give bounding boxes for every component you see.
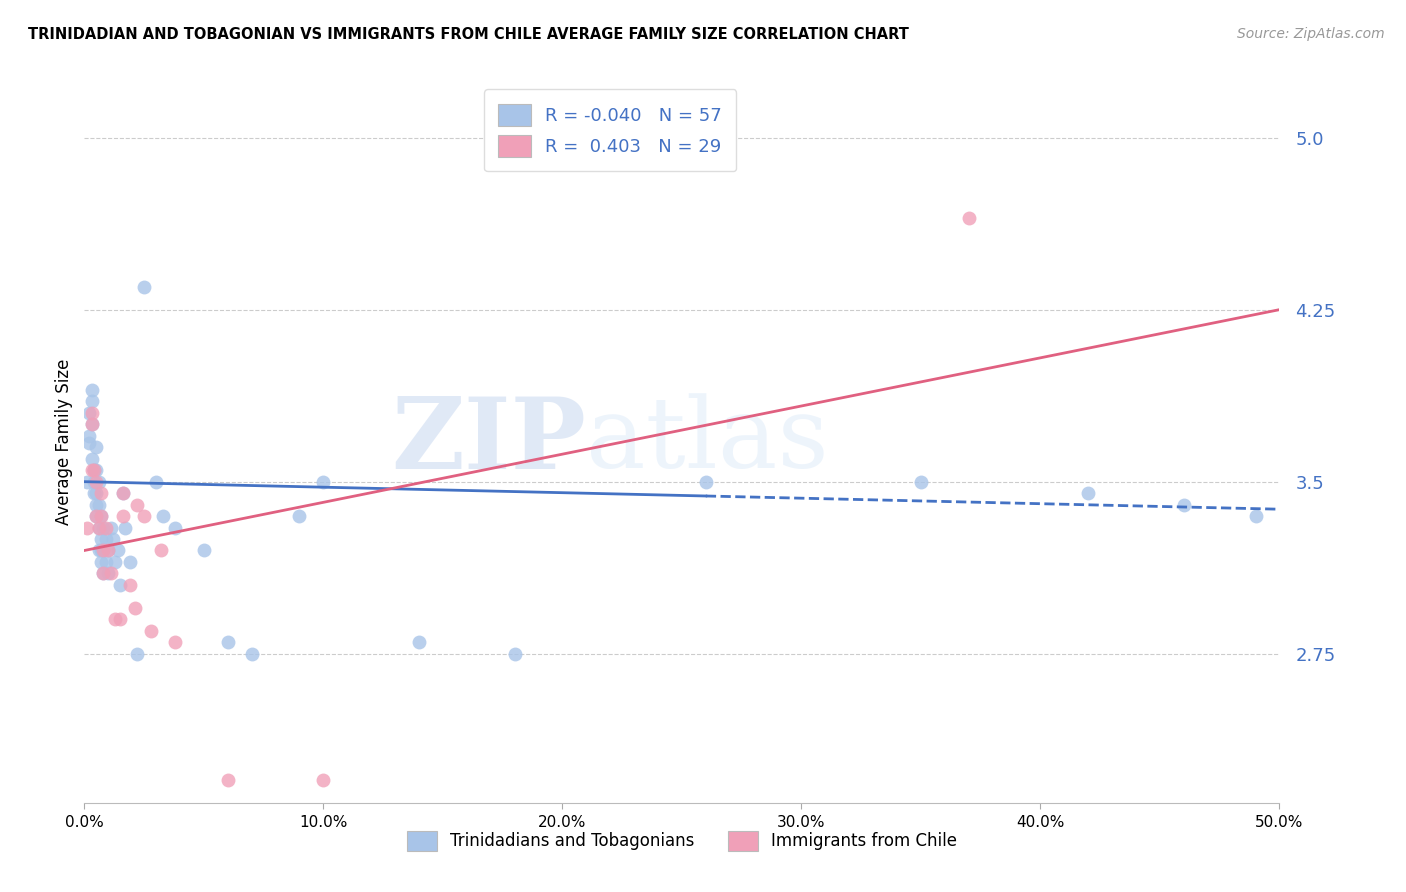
Text: ZIP: ZIP: [391, 393, 586, 490]
Point: [93, 566, 115, 581]
Point: [152, 509, 174, 524]
Text: Source: ZipAtlas.com: Source: ZipAtlas.com: [1237, 27, 1385, 41]
Point: [111, 509, 134, 524]
Point: [80, 383, 103, 397]
Point: [695, 475, 717, 489]
Point: [312, 772, 335, 787]
Point: [83, 475, 105, 489]
Point: [217, 635, 239, 649]
Point: [90, 509, 112, 524]
Point: [77, 435, 100, 450]
Text: atlas: atlas: [586, 393, 830, 490]
Point: [1077, 486, 1099, 500]
Point: [165, 635, 187, 649]
Point: [118, 555, 141, 569]
Point: [408, 635, 430, 649]
Point: [93, 566, 115, 581]
Point: [104, 555, 127, 569]
Point: [76, 475, 98, 489]
Point: [80, 417, 103, 432]
Point: [125, 498, 148, 512]
Point: [97, 566, 120, 581]
Point: [77, 429, 100, 443]
Point: [97, 543, 120, 558]
Point: [312, 475, 335, 489]
Point: [80, 406, 103, 420]
Point: [80, 463, 103, 477]
Point: [86, 463, 108, 477]
Point: [100, 566, 122, 581]
Point: [87, 543, 110, 558]
Point: [141, 624, 163, 638]
Point: [104, 612, 127, 626]
Point: [94, 520, 117, 534]
Point: [165, 520, 187, 534]
Point: [90, 486, 112, 500]
Point: [110, 578, 132, 592]
Point: [132, 279, 156, 293]
Point: [125, 647, 148, 661]
Point: [910, 475, 932, 489]
Point: [217, 772, 239, 787]
Y-axis label: Average Family Size: Average Family Size: [55, 359, 73, 524]
Point: [86, 509, 108, 524]
Point: [118, 578, 141, 592]
Point: [87, 520, 110, 534]
Point: [93, 543, 115, 558]
Point: [111, 486, 134, 500]
Point: [107, 543, 129, 558]
Point: [87, 520, 110, 534]
Text: TRINIDADIAN AND TOBAGONIAN VS IMMIGRANTS FROM CHILE AVERAGE FAMILY SIZE CORRELAT: TRINIDADIAN AND TOBAGONIAN VS IMMIGRANTS…: [28, 27, 910, 42]
Point: [111, 486, 134, 500]
Point: [86, 475, 108, 489]
Point: [193, 543, 215, 558]
Point: [80, 417, 103, 432]
Point: [87, 498, 110, 512]
Point: [93, 520, 115, 534]
Point: [87, 475, 110, 489]
Point: [94, 532, 117, 546]
Point: [124, 600, 146, 615]
Point: [100, 520, 122, 534]
Point: [288, 509, 311, 524]
Point: [86, 498, 108, 512]
Point: [90, 543, 112, 558]
Point: [90, 532, 112, 546]
Point: [1173, 498, 1195, 512]
Point: [97, 543, 120, 558]
Point: [86, 509, 108, 524]
Point: [145, 475, 167, 489]
Point: [80, 394, 103, 409]
Point: [101, 532, 124, 546]
Point: [90, 555, 112, 569]
Point: [86, 486, 108, 500]
Point: [240, 647, 263, 661]
Point: [77, 406, 100, 420]
Point: [86, 440, 108, 454]
Point: [83, 463, 105, 477]
Point: [83, 463, 105, 477]
Legend: Trinidadians and Tobagonians, Immigrants from Chile: Trinidadians and Tobagonians, Immigrants…: [398, 822, 966, 860]
Point: [83, 463, 105, 477]
Point: [957, 211, 980, 225]
Point: [110, 612, 132, 626]
Point: [149, 543, 172, 558]
Point: [80, 451, 103, 466]
Point: [93, 543, 115, 558]
Point: [503, 647, 526, 661]
Point: [90, 509, 112, 524]
Point: [94, 555, 117, 569]
Point: [83, 486, 105, 500]
Point: [76, 520, 98, 534]
Point: [1244, 509, 1267, 524]
Point: [114, 520, 136, 534]
Point: [132, 509, 156, 524]
